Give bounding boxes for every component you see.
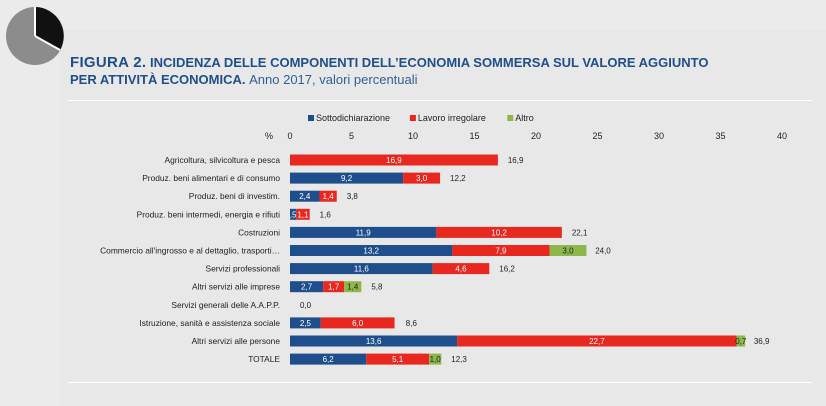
category-label: TOTALE	[248, 354, 280, 364]
axis-unit-label: %	[265, 131, 273, 141]
category-label: Produz. beni di investim.	[189, 191, 280, 201]
bar-data-label: 1,7	[328, 283, 340, 292]
total-label: 0,0	[300, 301, 312, 310]
category-label: Commercio all'ingrosso e al dettaglio, t…	[100, 246, 280, 256]
bar-segment	[366, 353, 429, 365]
bar-segment	[290, 208, 297, 220]
bar-segment	[428, 353, 442, 365]
legend-label: Altro	[515, 113, 534, 123]
legend-label: Lavoro irregolare	[418, 113, 486, 123]
x-tick-label: 35	[715, 131, 725, 141]
bar-segment	[320, 317, 395, 329]
x-tick-label: 10	[408, 131, 418, 141]
bar-segment	[290, 172, 404, 184]
x-tick-label: 30	[654, 131, 664, 141]
bar-segment	[296, 208, 310, 220]
bar-data-label: 1,4	[323, 192, 335, 201]
bar-segment	[736, 335, 746, 347]
bar-data-label: 4,6	[455, 265, 467, 274]
bar-data-label: 7,9	[495, 247, 507, 256]
bar-data-label: 16,9	[386, 156, 402, 165]
total-label: 16,9	[508, 156, 524, 165]
bar-data-label: 0,7	[735, 337, 747, 346]
total-label: 12,3	[451, 355, 467, 364]
bar-data-label: 6,0	[352, 319, 364, 328]
bar-data-label: 2,4	[299, 192, 311, 201]
bar-segment	[457, 335, 737, 347]
bar-data-label: 2,7	[301, 283, 313, 292]
bar-segment	[290, 353, 367, 365]
legend-swatch	[308, 115, 314, 121]
bar-segment	[290, 281, 324, 293]
bar-segment	[290, 335, 458, 347]
bar-segment	[290, 190, 320, 202]
bar-segment	[452, 245, 550, 256]
figure-title-line-2: PER ATTIVITÀ ECONOMICA.	[70, 72, 246, 87]
bar-data-label: 3,0	[416, 174, 428, 183]
legend-swatch	[507, 115, 514, 121]
bar-segment	[344, 281, 362, 293]
bar-data-label: 1,0	[430, 355, 442, 364]
bar-segment	[403, 172, 441, 184]
total-label: 22,1	[572, 228, 588, 237]
bar-data-label: 3,0	[562, 247, 574, 256]
figure-label: FIGURA 2.	[70, 54, 147, 71]
category-label: Istruzione, sanità e assistenza sociale	[139, 318, 280, 328]
bar-segment	[432, 263, 490, 275]
bar-data-label: 1,1	[297, 210, 309, 219]
bar-segment	[290, 245, 453, 256]
bar-segment	[290, 154, 498, 166]
total-label: 8,6	[406, 319, 418, 328]
bar-data-label: ,5	[290, 210, 297, 219]
total-label: 12,2	[450, 174, 466, 183]
total-label: 1,6	[320, 210, 332, 219]
category-label: Servizi generali delle A.A.P.P.	[171, 300, 280, 310]
x-tick-label: 5	[349, 131, 354, 141]
x-tick-label: 40	[777, 131, 787, 141]
total-label: 36,9	[754, 337, 770, 346]
bar-data-label: 13,2	[363, 247, 379, 256]
figure-title: FIGURA 2. INCIDENZA DELLE COMPONENTI DEL…	[70, 54, 810, 88]
total-label: 24,0	[595, 247, 611, 256]
bar-data-label: 13,6	[366, 337, 382, 346]
bar-segment	[549, 245, 587, 256]
bar-data-label: 6,2	[323, 355, 335, 364]
category-label: Agricoltura, silvicoltura e pesca	[165, 155, 281, 165]
bar-data-label: 2,5	[300, 319, 312, 328]
bar-data-label: 5,1	[392, 355, 404, 364]
bar-segment	[436, 226, 562, 238]
figure-subtitle: Anno 2017, valori percentuali	[249, 72, 418, 87]
bar-data-label: 22,7	[589, 337, 605, 346]
category-label: Produz. beni alimentari e di consumo	[142, 173, 280, 183]
x-tick-label: 15	[469, 131, 479, 141]
frame-bottom-rule	[68, 382, 812, 383]
x-tick-label: 0	[287, 131, 292, 141]
figure-title-line-1: INCIDENZA DELLE COMPONENTI DELL’ECONOMIA…	[149, 55, 709, 70]
bar-segment	[323, 281, 345, 293]
total-label: 16,2	[499, 265, 515, 274]
legend-swatch	[409, 115, 416, 121]
frame-top-rule	[68, 100, 812, 101]
bar-data-label: 11,6	[354, 265, 370, 274]
pie-logo-icon	[6, 7, 64, 65]
total-label: 3,8	[347, 192, 359, 201]
bar-segment	[290, 263, 433, 275]
category-label: Servizi professionali	[206, 264, 281, 274]
legend-label: Sottodichiarazione	[316, 113, 390, 123]
bar-segment	[290, 317, 321, 329]
bar-data-label: 9,2	[341, 174, 353, 183]
x-tick-label: 25	[592, 131, 602, 141]
category-label: Produz. beni intermedi, energia e rifiut…	[137, 209, 281, 219]
bar-data-label: 10,2	[491, 228, 507, 237]
bar-segment	[290, 226, 437, 238]
bar-data-label: 11,9	[356, 228, 372, 237]
total-label: 5,8	[371, 283, 383, 292]
category-label: Altri servizi alle imprese	[192, 282, 280, 292]
bar-data-label: 1,4	[347, 283, 359, 292]
category-label: Altri servizi alle persone	[192, 336, 281, 346]
category-label: Costruzioni	[238, 227, 280, 237]
x-tick-label: 20	[531, 131, 541, 141]
bar-segment	[319, 190, 337, 202]
